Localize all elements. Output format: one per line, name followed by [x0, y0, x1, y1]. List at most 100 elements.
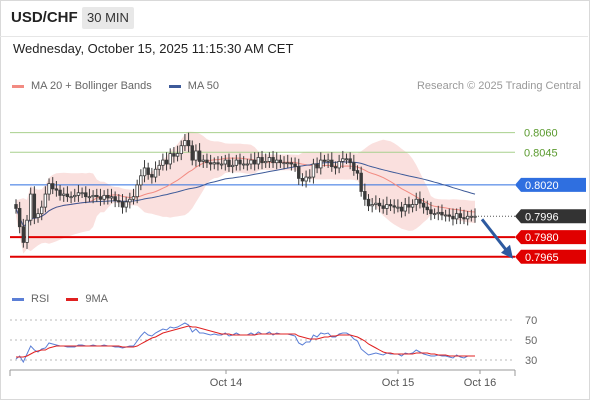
legend-ma50: MA 50	[168, 80, 219, 92]
candle-bearish	[252, 159, 257, 165]
candle-bullish	[175, 153, 180, 157]
legend-rsi: RSI	[12, 293, 49, 305]
candle-bearish	[58, 189, 62, 196]
candle-bearish	[32, 193, 37, 218]
candle-bullish	[341, 158, 345, 162]
candle-bearish	[392, 205, 396, 208]
candle-bullish	[469, 215, 474, 218]
candle-bullish	[76, 192, 81, 196]
candle-bearish	[300, 177, 305, 182]
rsi-tick-label: 70	[525, 315, 537, 327]
candle-bearish	[21, 226, 26, 243]
candle-bearish	[51, 183, 55, 190]
legend-ma50-swatch	[168, 84, 181, 88]
candle-bearish	[205, 159, 209, 164]
candle-bullish	[139, 175, 143, 186]
candle-bullish	[142, 167, 147, 177]
candle-bullish	[62, 193, 66, 196]
candle-bullish	[385, 204, 389, 209]
forecast-arrow-head	[501, 244, 513, 259]
candle-bearish	[186, 140, 191, 147]
candle-bullish	[414, 198, 418, 205]
candle-bullish	[454, 213, 459, 220]
candle-bullish	[25, 219, 29, 243]
target-level-label: 0.8060	[524, 128, 558, 140]
candle-bearish	[17, 208, 22, 228]
candle-bearish	[366, 198, 371, 207]
candle-bearish	[418, 198, 422, 204]
last-price-tag	[515, 209, 586, 224]
candle-bearish	[289, 162, 294, 165]
candle-bullish	[234, 159, 239, 166]
candle-bearish	[355, 170, 360, 174]
candle-bullish	[183, 140, 187, 147]
candle-bullish	[80, 192, 84, 195]
candle-bearish	[451, 215, 455, 220]
candle-bearish	[197, 150, 202, 162]
candle-bullish	[43, 193, 48, 208]
datetime-label: Wednesday, October 15, 2025 11:15:30 AM …	[13, 41, 294, 56]
legend-ma50-label: MA 50	[187, 80, 219, 92]
candle-bearish	[278, 159, 283, 164]
support-level-tag	[515, 249, 586, 264]
support-level-label: 0.7965	[525, 252, 559, 264]
candle-bullish	[179, 145, 183, 154]
candle-bearish	[208, 162, 213, 165]
level-labels-layer: 0.8060 0.8045 0.8020 0.7996 0.7980 0.7965	[515, 128, 586, 264]
candle-bullish	[102, 194, 106, 200]
candle-bearish	[150, 174, 154, 178]
candle-bearish	[399, 206, 404, 212]
candle-bullish	[241, 163, 246, 166]
candle-bearish	[330, 159, 334, 168]
candle-bullish	[396, 206, 400, 209]
x-tick-label: Oct 14	[210, 377, 242, 389]
candle-bearish	[333, 166, 338, 169]
timeframe-badge[interactable]: 30 MIN	[82, 7, 134, 29]
candle-bearish	[227, 159, 231, 168]
candle-bearish	[98, 196, 103, 200]
candle-bearish	[440, 211, 444, 216]
legend-9ma-swatch	[66, 297, 79, 301]
candle-bullish	[473, 215, 477, 218]
candle-bearish	[348, 158, 352, 164]
candle-bullish	[131, 196, 136, 200]
bollinger-band	[16, 131, 475, 254]
candle-bullish	[304, 176, 308, 182]
candle-bearish	[359, 172, 363, 192]
support-level-tag	[515, 230, 586, 245]
candle-bearish	[388, 204, 393, 207]
candle-bullish	[344, 158, 349, 161]
candle-bearish	[238, 159, 242, 165]
candle-bearish	[117, 200, 121, 203]
candle-bearish	[293, 163, 297, 168]
candle-bullish	[249, 159, 253, 165]
candle-bullish	[275, 159, 279, 164]
candle-bearish	[429, 209, 433, 215]
candle-bullish	[128, 198, 132, 203]
candle-bullish	[337, 161, 341, 169]
candles-layer	[14, 132, 477, 249]
candle-bullish	[245, 163, 250, 166]
candle-bearish	[120, 201, 125, 208]
pivot-level-label: 0.8020	[525, 180, 559, 192]
candle-bullish	[410, 204, 415, 208]
candle-bullish	[308, 176, 312, 179]
ma20-line	[15, 157, 476, 227]
candle-bearish	[297, 166, 301, 179]
target-level-label: 0.8045	[524, 147, 558, 159]
candle-bullish	[223, 159, 228, 165]
candle-bearish	[271, 157, 275, 164]
legend-ma20-swatch	[12, 84, 24, 88]
rsi-legend: RSI 9MA	[12, 293, 125, 305]
instrument-title: USD/CHF	[11, 9, 78, 26]
candle-bullish	[219, 163, 224, 166]
candle-bearish	[458, 213, 463, 218]
chart-header: USD/CHF 30 MIN	[0, 0, 588, 36]
candle-bullish	[374, 202, 378, 205]
candle-bullish	[109, 196, 114, 199]
candle-bullish	[465, 215, 470, 220]
legend-ma20-label: MA 20 + Bollinger Bands	[31, 80, 152, 92]
candle-bullish	[40, 206, 44, 215]
main-legend: MA 20 + Bollinger Bands MA 50	[12, 80, 236, 92]
